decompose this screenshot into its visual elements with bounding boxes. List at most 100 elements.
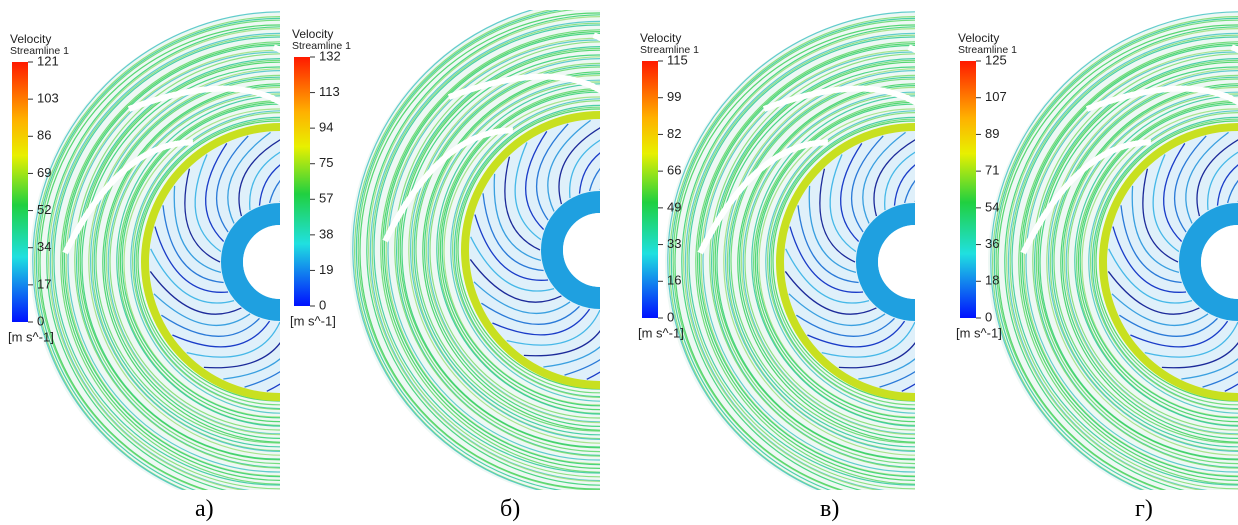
inner-streamline (172, 320, 271, 348)
streamline (1065, 91, 1238, 435)
inner-streamline (829, 154, 857, 253)
inner-streamline (203, 341, 280, 369)
inner-streamline (506, 309, 600, 346)
streamline (997, 24, 1238, 490)
inner-streamline (469, 259, 562, 303)
streamline (1095, 120, 1238, 402)
streamline (992, 16, 1238, 490)
streamline (408, 56, 600, 444)
streamline (1090, 112, 1238, 410)
blade (697, 139, 828, 255)
tick-label: 16 (667, 273, 681, 288)
tick-label: 99 (667, 89, 681, 104)
streamline (438, 88, 600, 414)
streamline (726, 74, 915, 452)
inner-streamline (879, 370, 915, 388)
streamline (1077, 101, 1238, 423)
inner-streamline (154, 226, 229, 293)
caption: г) (1135, 496, 1153, 522)
streamline (709, 53, 915, 469)
streamline (452, 100, 600, 398)
streamline (1081, 108, 1238, 418)
inner-streamline (312, 292, 344, 388)
streamline (672, 19, 915, 490)
inner-streamline (470, 236, 555, 292)
streamline (443, 96, 600, 406)
streamline (772, 120, 915, 402)
unit-label: [m s^-1] (956, 325, 1002, 340)
streamline (383, 32, 600, 466)
streamline (380, 29, 600, 473)
inner-streamline (223, 358, 280, 380)
inner-streamline (1185, 131, 1229, 224)
streamline (714, 61, 915, 461)
tick-label: 94 (319, 120, 333, 135)
legend-subtitle: Streamline 1 (292, 40, 351, 52)
streamline (49, 32, 280, 490)
unit-label: [m s^-1] (638, 325, 684, 340)
inner-streamline (514, 142, 542, 241)
streamline (352, 10, 542, 490)
inner-streamline (808, 185, 857, 274)
legend-title: Velocity (10, 32, 51, 46)
streamline (410, 58, 600, 440)
inner-streamline (227, 131, 271, 224)
inner-streamline (161, 314, 260, 337)
streamline (681, 26, 915, 490)
streamline (995, 19, 1238, 490)
streamline (754, 101, 915, 423)
inner-streamline (789, 226, 864, 293)
streamline (1093, 118, 1238, 406)
tick-label: 103 (37, 91, 59, 106)
inner-streamline (473, 281, 571, 315)
streamline (368, 16, 600, 482)
inner-streamline (1161, 341, 1238, 369)
inner-streamline (796, 314, 895, 337)
streamline (39, 24, 280, 490)
streamline (1037, 61, 1238, 461)
inner-streamline (850, 135, 884, 233)
hub (221, 203, 280, 321)
inner-streamline (482, 193, 544, 272)
streamline (697, 43, 915, 481)
inner-streamline (153, 293, 251, 327)
inner-streamline (884, 151, 915, 211)
inner-streamline (858, 358, 915, 380)
inner-streamline (1196, 139, 1238, 217)
streamline (401, 54, 600, 448)
streamline (411, 62, 600, 440)
streamline (990, 11, 1238, 490)
inner-streamline (268, 179, 280, 204)
streamline (728, 76, 915, 448)
tick-label: 69 (37, 165, 51, 180)
streamline (373, 24, 600, 474)
tick-label: 86 (37, 128, 51, 143)
blade (447, 73, 600, 100)
inner-streamline (1142, 168, 1179, 263)
unit-label: [m s^-1] (290, 313, 336, 328)
streamline (1074, 95, 1238, 427)
inner-streamline (1173, 135, 1207, 233)
inner-streamline (184, 168, 221, 263)
streamline (60, 41, 280, 485)
hub-hole (243, 225, 280, 299)
streamline (90, 70, 280, 452)
colorbar (294, 57, 310, 306)
inner-streamline (1119, 314, 1218, 337)
streamline-image (350, 10, 600, 490)
tick-label: 89 (985, 126, 999, 141)
streamline (684, 32, 915, 490)
caption: б) (500, 496, 520, 522)
inner-streamline (525, 131, 548, 230)
streamline (95, 78, 280, 444)
inner-streamline (194, 154, 222, 253)
inner-streamline (819, 168, 856, 263)
inner-streamline (1152, 154, 1180, 253)
streamline (130, 110, 280, 414)
streamline (737, 83, 915, 443)
streamline (455, 106, 600, 394)
streamline (1088, 110, 1238, 414)
inner-streamline (481, 302, 580, 325)
streamline-image (665, 11, 915, 490)
